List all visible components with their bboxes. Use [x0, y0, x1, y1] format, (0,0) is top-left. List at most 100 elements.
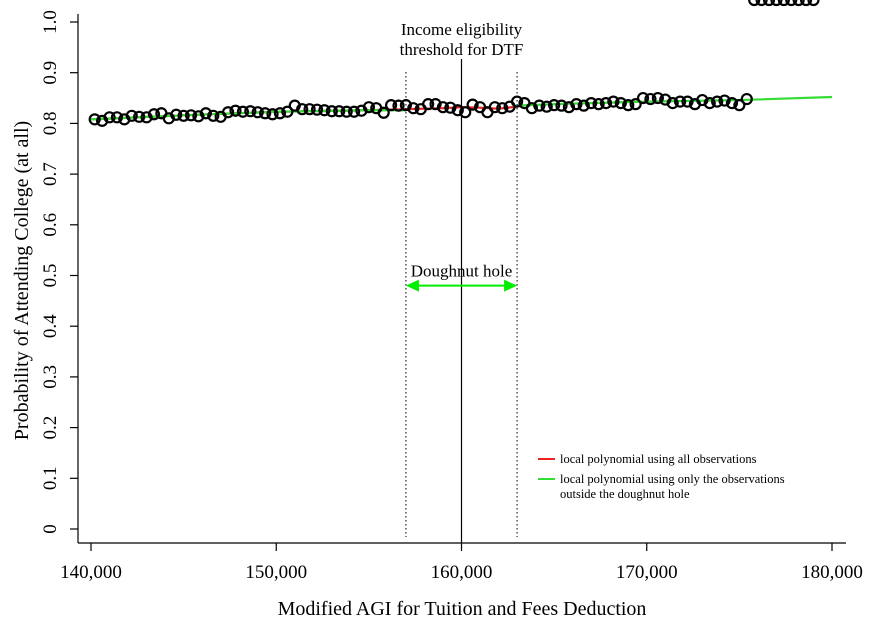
data-point	[362, 101, 375, 114]
data-point	[792, 0, 805, 7]
data-point	[718, 94, 731, 107]
data-point	[103, 111, 116, 124]
data-point	[333, 105, 346, 118]
data-point	[325, 105, 338, 118]
data-point	[207, 109, 220, 122]
y-axis-title: Probability of Attending College (at all…	[11, 121, 33, 440]
marks	[88, 0, 833, 127]
data-point	[407, 102, 420, 115]
data-point	[629, 98, 642, 111]
data-point	[303, 103, 316, 116]
doughnut-arrow-right-head	[504, 279, 518, 292]
data-point	[436, 101, 450, 114]
data-point	[429, 98, 442, 111]
data-point	[392, 99, 405, 112]
data-point	[236, 105, 250, 118]
data-point	[140, 111, 153, 124]
data-point	[644, 92, 657, 106]
data-point	[651, 91, 664, 105]
data-point	[88, 113, 101, 126]
data-point	[110, 111, 124, 124]
legend-label: local polynomial using only the observat…	[560, 472, 785, 486]
y-tick-label: 0.2	[40, 416, 61, 440]
doughnut-label: Doughnut hole	[411, 262, 513, 281]
data-point	[266, 108, 279, 121]
data-point	[548, 99, 561, 112]
x-tick-label: 140,000	[60, 562, 122, 583]
threshold-label: threshold for DTF	[400, 40, 524, 59]
data-point	[347, 105, 361, 118]
data-point	[251, 106, 264, 119]
data-point	[770, 0, 783, 7]
data-point	[533, 99, 546, 112]
y-tick-label: 0.9	[40, 61, 61, 85]
data-point	[451, 104, 464, 117]
y-tick-label: 0.5	[40, 264, 61, 288]
legend-label: outside the doughnut hole	[560, 487, 690, 501]
data-point	[777, 0, 790, 7]
data-point	[377, 106, 390, 119]
data-point	[318, 104, 331, 117]
data-point	[244, 105, 257, 118]
data-point	[622, 99, 635, 112]
data-point	[562, 101, 576, 114]
data-point	[192, 110, 205, 123]
data-point	[125, 109, 138, 122]
data-point	[696, 93, 709, 107]
y-tick-label: 0.3	[40, 365, 61, 389]
data-point	[785, 0, 798, 7]
data-point	[259, 107, 272, 120]
x-tick-label: 160,000	[431, 562, 493, 583]
axes: 140,000 150,000 160,000 170,000 180,000 0 0.1 0…	[11, 10, 863, 620]
y-tick-label: 0.7	[40, 162, 61, 186]
data-point	[459, 106, 472, 119]
legend-label: local polynomial using all observations	[560, 452, 757, 466]
data-point	[147, 108, 161, 121]
x-tick-label: 180,000	[801, 562, 863, 583]
data-point	[799, 0, 813, 7]
x-tick-label: 150,000	[245, 562, 307, 583]
data-point	[221, 106, 235, 119]
data-point	[614, 97, 627, 110]
data-point	[599, 97, 613, 110]
x-axis-title: Modified AGI for Tuition and Fees Deduct…	[278, 598, 647, 620]
data-point	[466, 98, 479, 111]
doughnut-arrow-left-head	[405, 279, 419, 292]
data-point	[310, 103, 324, 116]
data-point	[170, 108, 183, 121]
data-point	[740, 92, 753, 106]
data-point	[444, 101, 457, 114]
data-point	[229, 104, 242, 117]
data-point	[422, 98, 435, 111]
data-point	[681, 95, 694, 108]
data-point	[281, 105, 294, 118]
data-point	[733, 99, 746, 112]
data-point	[184, 109, 198, 122]
y-tick-label: 0.6	[40, 213, 61, 237]
data-point	[385, 99, 398, 112]
data-point	[762, 0, 776, 7]
data-point	[488, 101, 501, 114]
data-point	[636, 91, 650, 105]
y-tick-label: 0.8	[40, 112, 61, 136]
data-point	[607, 95, 620, 108]
data-point	[496, 102, 509, 115]
y-tick-label: 1.0	[40, 10, 61, 34]
data-point	[570, 98, 583, 111]
y-tick-label: 0.1	[40, 466, 61, 490]
data-point	[673, 95, 687, 108]
data-point	[133, 110, 146, 123]
data-point	[666, 97, 679, 110]
data-point	[177, 109, 190, 122]
data-point	[755, 0, 768, 7]
y-tick-label: 0	[40, 524, 61, 534]
data-point	[296, 103, 309, 116]
data-point	[807, 0, 820, 7]
data-point	[748, 0, 761, 7]
data-point	[525, 102, 538, 115]
data-point	[592, 98, 605, 111]
data-point	[585, 97, 598, 110]
data-point	[703, 97, 716, 110]
data-point	[725, 97, 739, 110]
